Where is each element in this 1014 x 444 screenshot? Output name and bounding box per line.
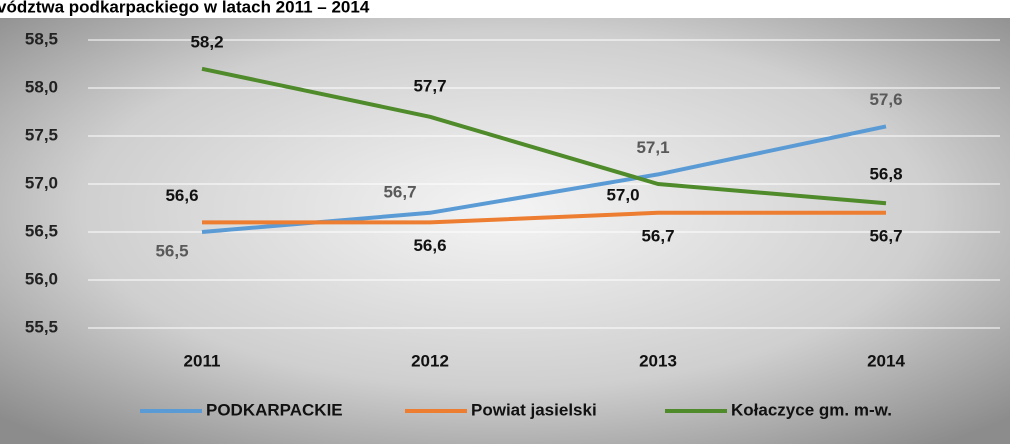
x-tick-label: 2014 [867, 351, 905, 370]
series-line [202, 210, 886, 225]
y-tick-label: 58,0 [25, 77, 58, 96]
x-tick-label: 2012 [411, 351, 449, 370]
y-tick-label: 57,0 [25, 173, 58, 192]
y-tick-label: 58,5 [25, 29, 58, 48]
data-label: 57,0 [606, 185, 639, 204]
legend-label: PODKARPACKIE [206, 400, 343, 419]
data-label: 56,6 [165, 186, 198, 205]
data-label: 56,5 [155, 241, 188, 260]
chart-title: vództwa podkarpackiego w latach 2011 – 2… [0, 0, 370, 16]
data-label: 56,8 [869, 165, 902, 184]
chart-background [0, 18, 1010, 444]
data-label: 56,6 [413, 236, 446, 255]
x-tick-label: 2013 [639, 351, 677, 370]
data-label: 57,6 [869, 90, 902, 109]
y-tick-label: 56,5 [25, 221, 58, 240]
y-tick-label: 57,5 [25, 125, 58, 144]
y-tick-label: 55,5 [25, 317, 58, 336]
series-line [201, 66, 887, 206]
x-tick-label: 2011 [184, 351, 221, 370]
data-label: 56,7 [641, 226, 674, 245]
data-label: 57,7 [413, 76, 446, 95]
data-label: 58,2 [190, 32, 223, 51]
data-label: 56,7 [869, 226, 902, 245]
y-tick-label: 56,0 [25, 269, 58, 288]
data-label: 57,1 [636, 138, 669, 157]
legend-label: Kołaczyce gm. m-w. [731, 400, 892, 419]
legend-label: Powiat jasielski [471, 400, 597, 419]
data-label: 56,7 [383, 182, 416, 201]
